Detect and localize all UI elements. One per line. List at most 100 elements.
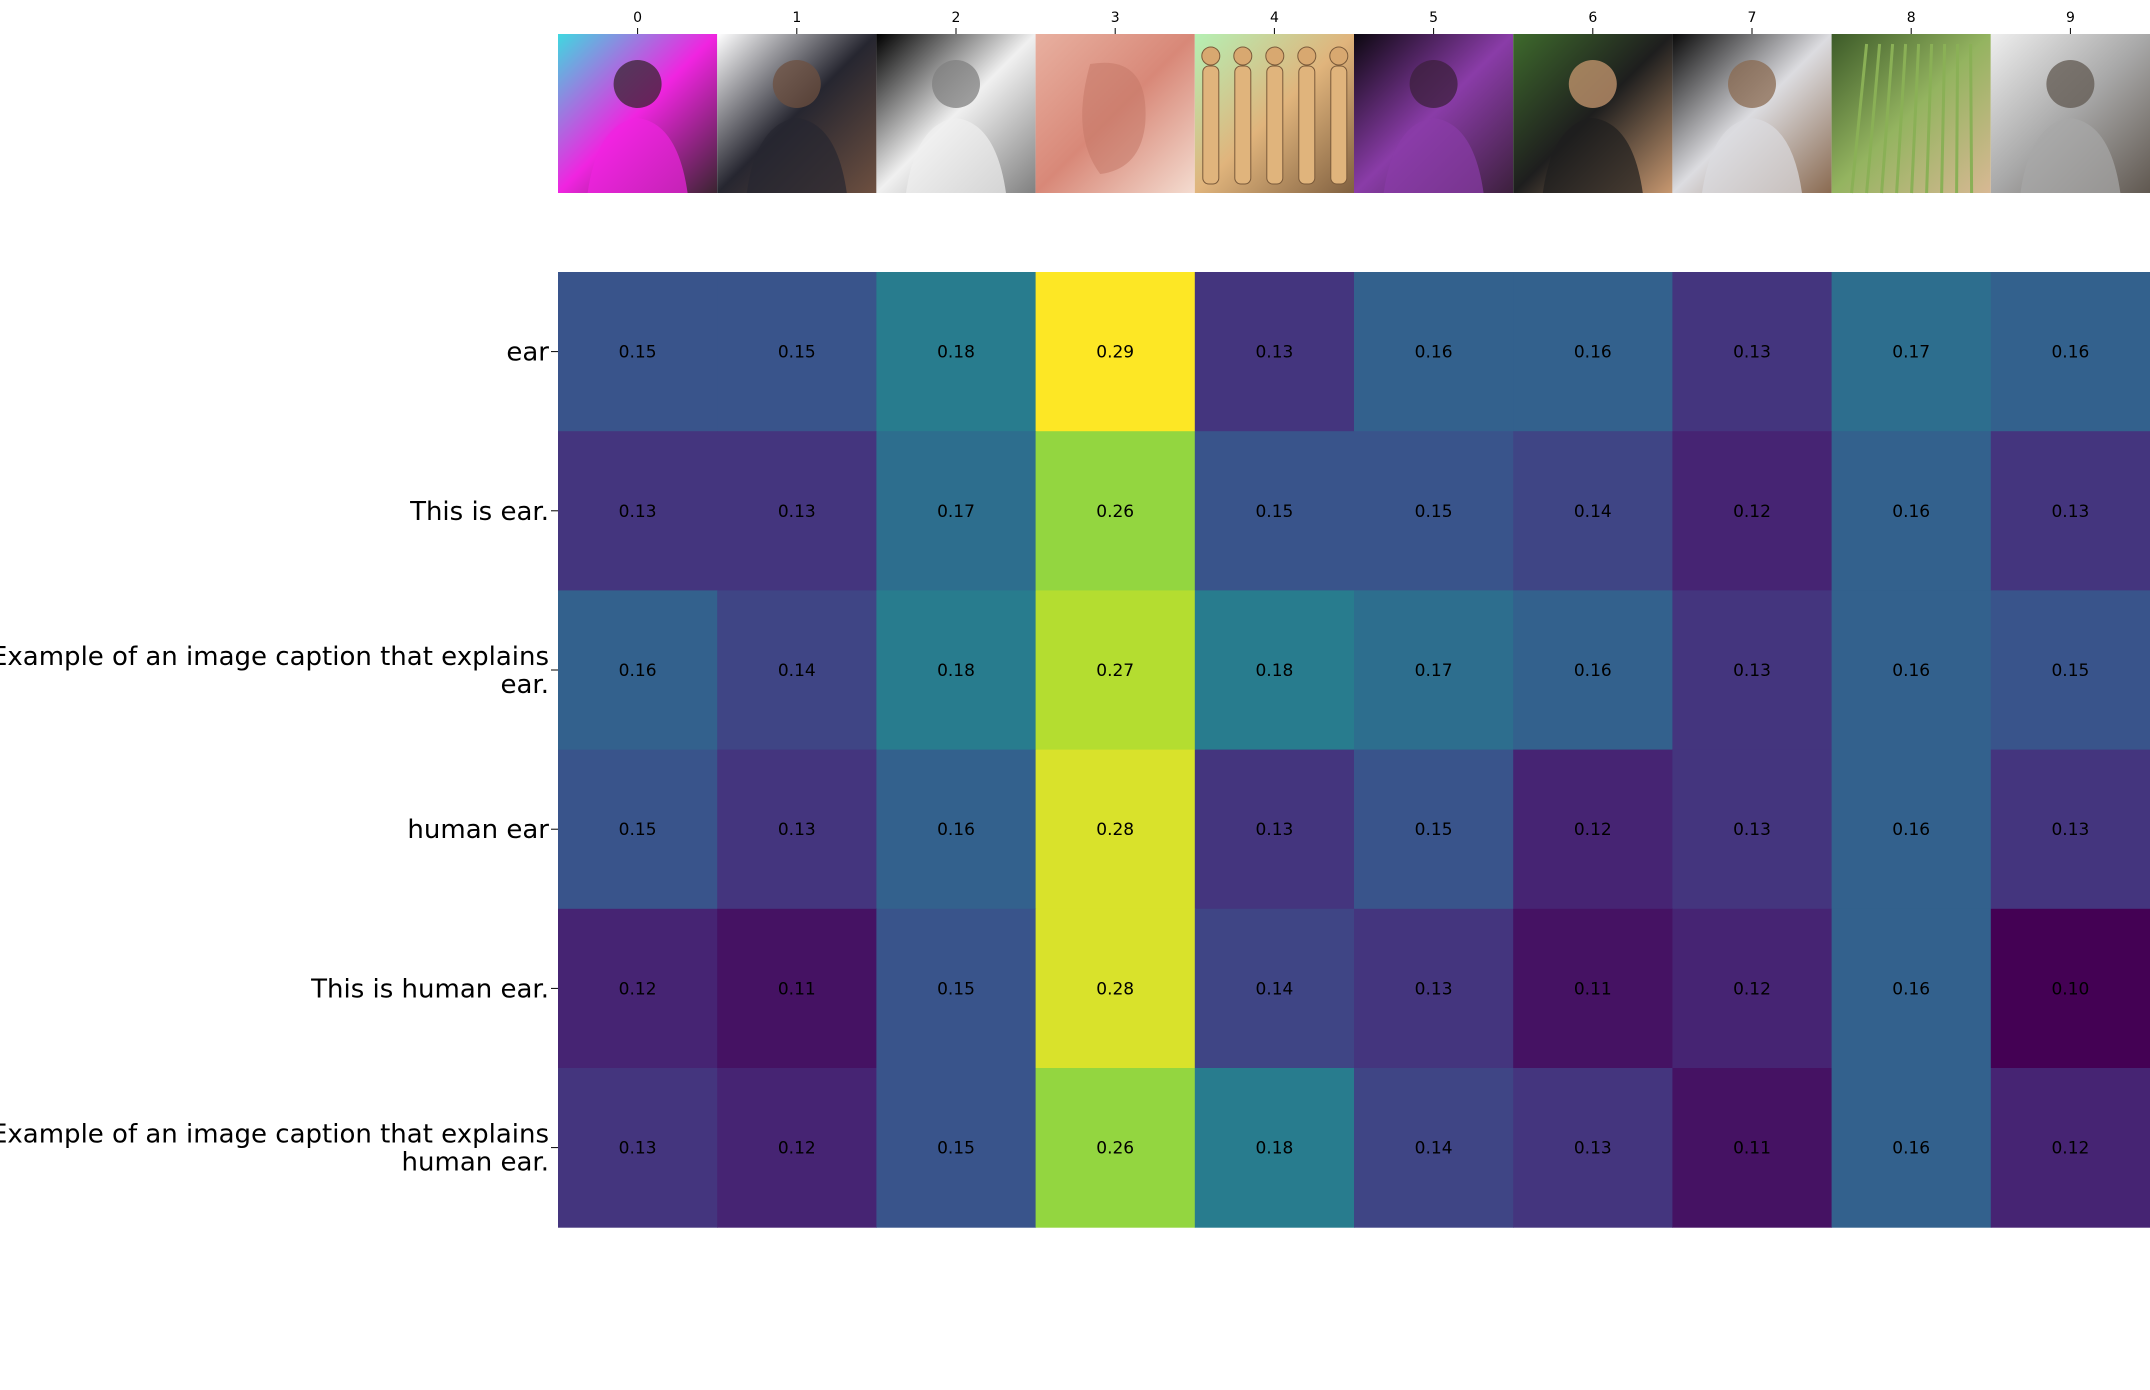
heatmap-cell bbox=[1035, 431, 1196, 591]
heatmap-cell bbox=[1990, 590, 2150, 751]
heatmap-cell bbox=[1513, 1068, 1673, 1228]
cell-value-label: 0.15 bbox=[1415, 820, 1453, 840]
cell-value-label: 0.15 bbox=[1415, 502, 1453, 522]
thumbnail-man-with-glasses-sonic-boom-tshirt bbox=[1513, 34, 1673, 193]
heatmap-cell bbox=[1831, 272, 1992, 432]
heatmap-cell bbox=[717, 1068, 877, 1228]
heatmap-cell bbox=[1990, 908, 2150, 1069]
column-tick-label: 5 bbox=[1429, 10, 1438, 26]
column-tick-label: 6 bbox=[1588, 10, 1597, 26]
cell-value-label: 0.12 bbox=[778, 1139, 816, 1159]
heatmap-cell bbox=[1672, 749, 1833, 910]
row-label: Example of an image caption that explain… bbox=[0, 1120, 549, 1150]
heatmap-cell bbox=[1831, 590, 1992, 751]
thumbnail-human-body-proportion-figures bbox=[1194, 34, 1354, 193]
heatmap-cell bbox=[876, 272, 1037, 432]
cell-value-label: 0.15 bbox=[937, 979, 975, 999]
heatmap-cell bbox=[1354, 749, 1514, 910]
cell-value-label: 0.13 bbox=[778, 820, 816, 840]
heatmap-cell bbox=[1035, 590, 1196, 751]
thumbnail-older-man-with-glasses-speaking bbox=[1990, 34, 2150, 193]
heatmap-cell bbox=[1513, 590, 1673, 751]
cell-value-label: 0.15 bbox=[619, 820, 657, 840]
thumbnail-man-in-cap-and-white-tshirt bbox=[717, 34, 877, 193]
thumbnail-close-up-of-human-ear bbox=[1035, 34, 1195, 193]
heatmap-cell bbox=[558, 272, 718, 432]
image-thumbnail-strip bbox=[558, 34, 2150, 194]
heatmap-cell bbox=[558, 749, 718, 910]
heatmap-cells: 0.15 0.15 0.18 0.29 0.13 0.16 0.16 0.13 0.17 0.16… bbox=[558, 272, 2150, 1228]
column-tick-labels: 0 1 2 3 4 5 6 7 8 9 bbox=[633, 10, 2075, 34]
column-tick-label: 3 bbox=[1111, 10, 1120, 26]
heatmap-cell bbox=[558, 1068, 718, 1228]
cell-value-label: 0.12 bbox=[1733, 502, 1771, 522]
cell-value-label: 0.13 bbox=[619, 1139, 657, 1159]
row-label: ear. bbox=[501, 670, 550, 700]
cell-value-label: 0.11 bbox=[1733, 1139, 1771, 1159]
heatmap-cell bbox=[1672, 272, 1833, 432]
cell-value-label: 0.10 bbox=[2051, 979, 2089, 999]
column-tick-label: 9 bbox=[2066, 10, 2075, 26]
cell-value-label: 0.15 bbox=[619, 343, 657, 363]
cell-value-label: 0.26 bbox=[1096, 1139, 1134, 1159]
cell-value-label: 0.12 bbox=[1574, 820, 1612, 840]
heatmap-cell bbox=[717, 272, 877, 432]
heatmap-cell bbox=[558, 431, 718, 591]
heatmap-cell bbox=[1035, 908, 1196, 1069]
row-label: human ear. bbox=[402, 1148, 549, 1178]
cell-value-label: 0.18 bbox=[1255, 1139, 1293, 1159]
heatmap-cell bbox=[1035, 1068, 1196, 1228]
heatmap-cell bbox=[1354, 1068, 1514, 1228]
cell-value-label: 0.18 bbox=[1255, 661, 1293, 681]
heatmap-cell bbox=[1990, 431, 2150, 591]
heatmap-cell bbox=[1035, 749, 1196, 910]
cell-value-label: 0.29 bbox=[1096, 343, 1134, 363]
cell-value-label: 0.15 bbox=[1255, 502, 1293, 522]
cell-value-label: 0.13 bbox=[1574, 1139, 1612, 1159]
heatmap-cell bbox=[1513, 908, 1673, 1069]
cell-value-label: 0.13 bbox=[2051, 820, 2089, 840]
column-tick-label: 2 bbox=[952, 10, 961, 26]
cell-value-label: 0.13 bbox=[2051, 502, 2089, 522]
cell-value-label: 0.16 bbox=[2051, 343, 2089, 363]
heatmap-cell bbox=[1672, 590, 1833, 751]
heatmap-cell bbox=[717, 749, 877, 910]
cell-value-label: 0.13 bbox=[778, 502, 816, 522]
heatmap-cell bbox=[876, 749, 1037, 910]
heatmap-cell bbox=[1990, 749, 2150, 910]
heatmap-cell bbox=[1354, 272, 1514, 432]
cell-value-label: 0.27 bbox=[1096, 661, 1134, 681]
heatmap-cell bbox=[876, 1068, 1037, 1228]
cell-value-label: 0.16 bbox=[1892, 661, 1930, 681]
cell-value-label: 0.13 bbox=[1733, 661, 1771, 681]
cell-value-label: 0.15 bbox=[2051, 661, 2089, 681]
thumbnail-hand-holding-wheat-grass bbox=[1831, 34, 1991, 194]
row-label: Example of an image caption that explain… bbox=[0, 642, 549, 672]
cell-value-label: 0.16 bbox=[1892, 979, 1930, 999]
cell-value-label: 0.13 bbox=[1255, 820, 1293, 840]
cell-value-label: 0.28 bbox=[1096, 979, 1134, 999]
cell-value-label: 0.15 bbox=[778, 343, 816, 363]
cell-value-label: 0.18 bbox=[937, 661, 975, 681]
cell-value-label: 0.16 bbox=[1892, 502, 1930, 522]
cell-value-label: 0.11 bbox=[1574, 979, 1612, 999]
heatmap-cell bbox=[1194, 908, 1355, 1069]
cell-value-label: 0.16 bbox=[937, 820, 975, 840]
heatmap-cell bbox=[1194, 590, 1355, 751]
cell-value-label: 0.14 bbox=[1255, 979, 1293, 999]
heatmap-cell bbox=[1513, 749, 1673, 910]
heatmap-cell bbox=[1194, 749, 1355, 910]
thumbnail-dark-concert-crowd-purple-lights bbox=[1354, 34, 1514, 193]
cell-value-label: 0.11 bbox=[778, 979, 816, 999]
heatmap-cell bbox=[876, 431, 1037, 591]
column-tick-label: 4 bbox=[1270, 10, 1279, 26]
cell-value-label: 0.16 bbox=[1574, 343, 1612, 363]
cell-value-label: 0.14 bbox=[1574, 502, 1612, 522]
heatmap-cell bbox=[1513, 272, 1673, 432]
column-tick-label: 1 bbox=[792, 10, 801, 26]
heatmap-cell bbox=[1831, 908, 1992, 1069]
cell-value-label: 0.16 bbox=[1574, 661, 1612, 681]
heatmap-cell bbox=[1354, 590, 1514, 751]
heatmap-cell bbox=[558, 590, 718, 751]
